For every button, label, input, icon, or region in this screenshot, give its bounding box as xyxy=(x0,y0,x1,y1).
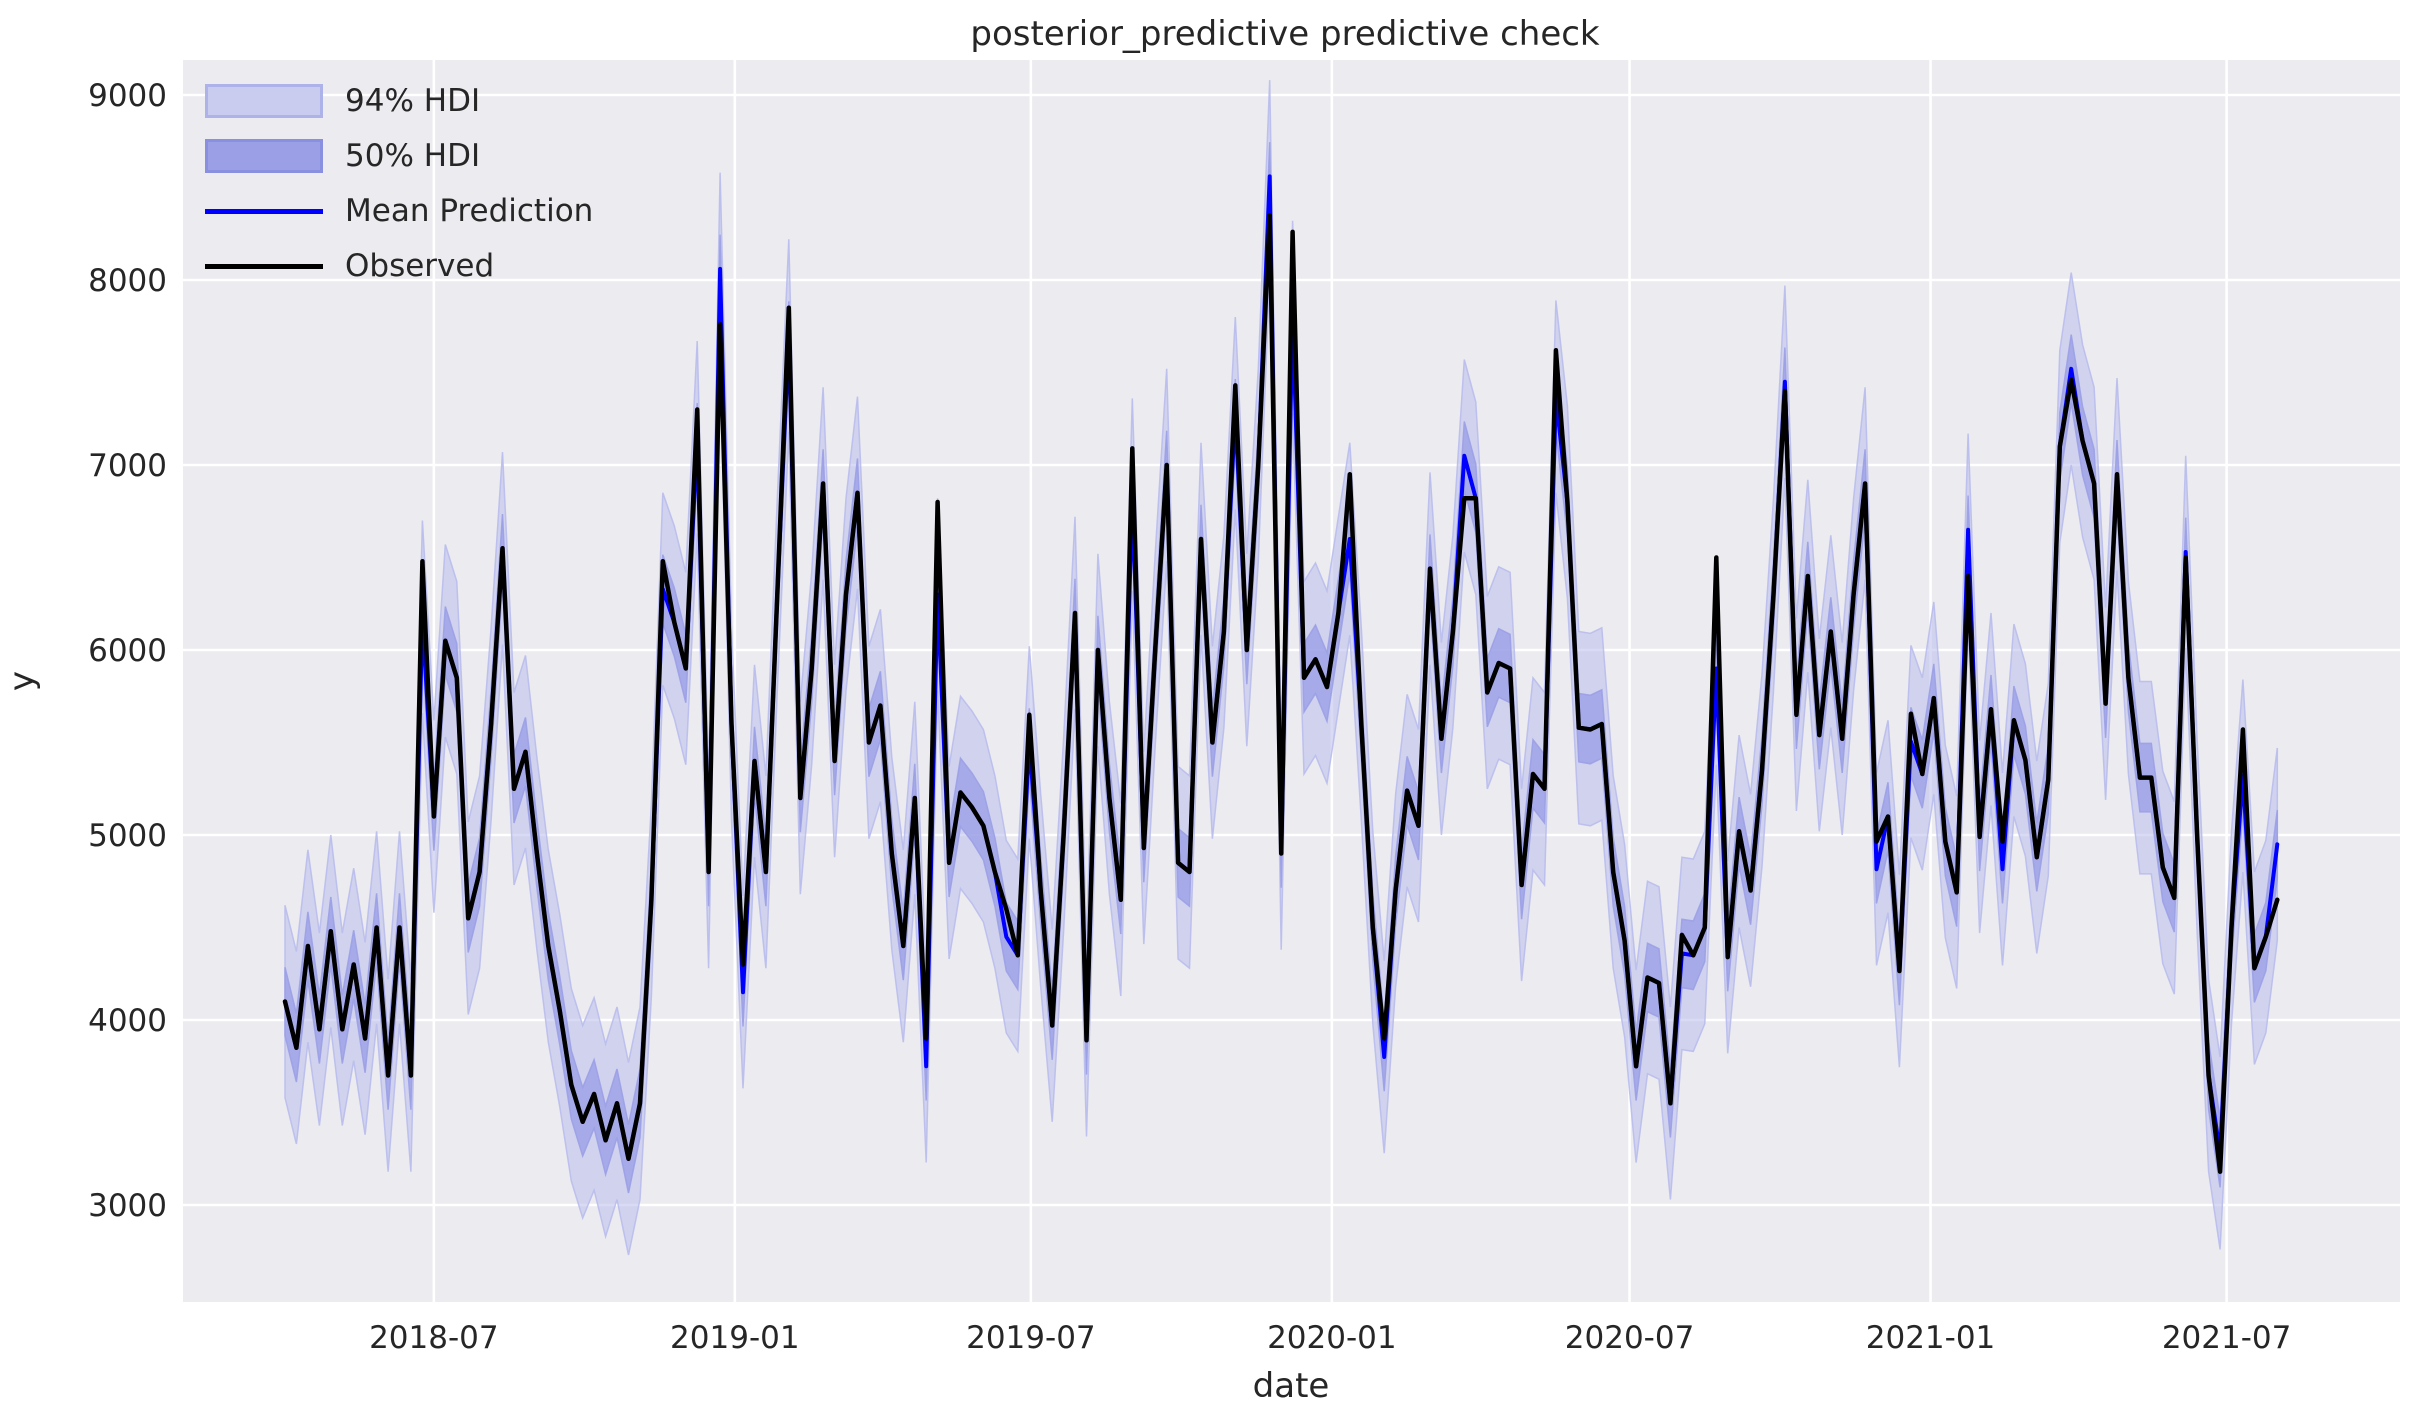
legend-item-observed: Observed xyxy=(205,247,593,285)
x-axis-label: date xyxy=(1252,1366,1330,1406)
x-tick-label: 2019-01 xyxy=(670,1320,800,1356)
y-axis-label: y xyxy=(2,670,42,692)
y-tick-label: 7000 xyxy=(88,448,167,484)
hdi-94-swatch-icon xyxy=(205,84,323,118)
y-tick-label: 8000 xyxy=(88,263,167,299)
y-tick-label: 6000 xyxy=(88,633,167,669)
x-tick-label: 2019-07 xyxy=(966,1320,1096,1356)
x-tick-label: 2020-07 xyxy=(1565,1320,1695,1356)
legend-item-mean-prediction: Mean Prediction xyxy=(205,192,593,230)
legend-label: 94% HDI xyxy=(345,83,481,119)
legend-label: Observed xyxy=(345,248,495,284)
chart-title: posterior_predictive predictive check xyxy=(970,14,1600,54)
y-tick-label: 9000 xyxy=(88,78,167,114)
x-tick-label: 2021-01 xyxy=(1866,1320,1996,1356)
x-tick-label: 2020-01 xyxy=(1267,1320,1397,1356)
y-tick-label: 5000 xyxy=(88,818,167,854)
legend-label: 50% HDI xyxy=(345,138,481,174)
legend: 94% HDI 50% HDI Mean Prediction Observed xyxy=(205,82,593,285)
observed-line-swatch-icon xyxy=(205,263,323,269)
y-tick-label: 3000 xyxy=(88,1188,167,1224)
x-tick-label: 2021-07 xyxy=(2162,1320,2292,1356)
x-tick-label: 2018-07 xyxy=(369,1320,499,1356)
legend-label: Mean Prediction xyxy=(345,193,594,229)
y-tick-label: 4000 xyxy=(88,1003,167,1039)
hdi-50-swatch-icon xyxy=(205,139,323,173)
legend-item-94-hdi: 94% HDI xyxy=(205,82,593,120)
mean-line-swatch-icon xyxy=(205,208,323,214)
legend-item-50-hdi: 50% HDI xyxy=(205,137,593,175)
